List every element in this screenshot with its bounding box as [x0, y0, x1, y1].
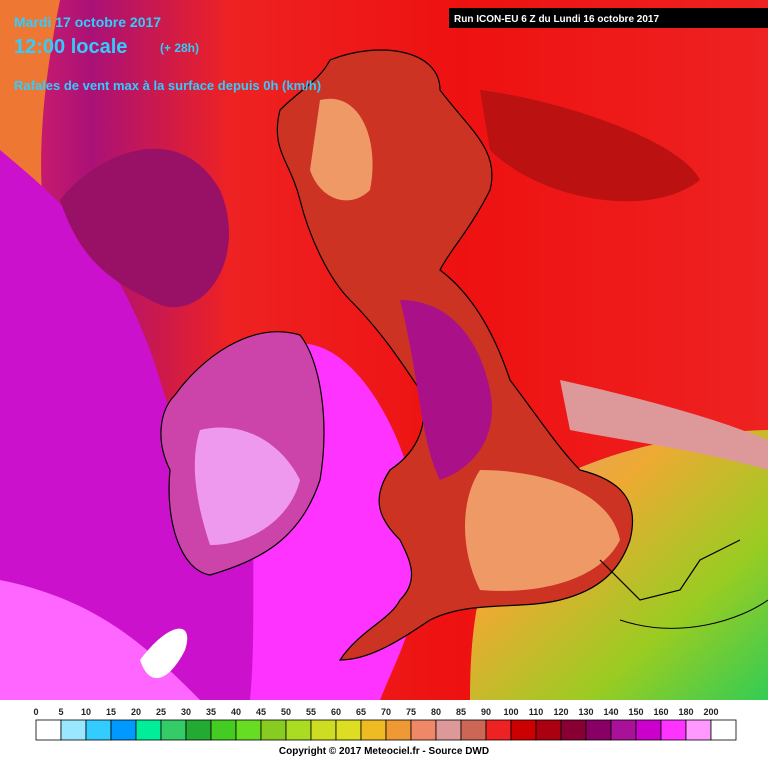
- run-info: Run ICON-EU 6 Z du Lundi 16 octobre 2017: [454, 14, 659, 25]
- legend-swatch: [635, 719, 662, 741]
- legend-swatch: [360, 719, 387, 741]
- field-purple: [60, 148, 230, 308]
- field-white: [140, 628, 188, 679]
- legend-label: 40: [231, 707, 241, 717]
- legend-swatch: [285, 719, 312, 741]
- legend-swatch: [335, 719, 362, 741]
- legend-swatch: [310, 719, 337, 741]
- britain-purple: [400, 300, 492, 480]
- legend-swatch: [185, 719, 212, 741]
- legend-label: 55: [306, 707, 316, 717]
- legend-swatch: [610, 719, 637, 741]
- legend-label: 65: [356, 707, 366, 717]
- field-salmon: [560, 380, 768, 470]
- legend-label: 130: [578, 707, 593, 717]
- legend-swatch: [60, 719, 87, 741]
- legend-swatch: [260, 719, 287, 741]
- legend-label: 45: [256, 707, 266, 717]
- run-box: [449, 8, 768, 28]
- legend-swatch: [685, 719, 712, 741]
- continent-border: [619, 599, 768, 629]
- legend-label: 80: [431, 707, 441, 717]
- legend-label: 85: [456, 707, 466, 717]
- legend-label: 70: [381, 707, 391, 717]
- legend-label: 75: [406, 707, 416, 717]
- copyright: Copyright © 2017 Meteociel.fr - Source D…: [279, 746, 489, 757]
- legend-label: 160: [653, 707, 668, 717]
- legend: 0 5 10 15 20 25 30 35 40 45 50 55 60 65 70 75 80 85 90 100 1…: [33, 707, 737, 741]
- legend-swatch: [585, 719, 612, 741]
- legend-swatch: [460, 719, 487, 741]
- legend-label: 60: [331, 707, 341, 717]
- legend-label: 10: [81, 707, 91, 717]
- legend-swatch: [110, 719, 137, 741]
- legend-swatch: [535, 719, 562, 741]
- date: Mardi 17 octobre 2017: [14, 14, 161, 30]
- legend-swatch: [560, 719, 587, 741]
- scotland-highlands: [310, 98, 373, 201]
- time: 12:00 locale: [14, 36, 127, 58]
- lead-time: (+ 28h): [160, 41, 199, 55]
- legend-label: 110: [529, 707, 544, 717]
- legend-label: 20: [131, 707, 141, 717]
- legend-label: 0: [33, 707, 38, 717]
- legend-swatch: [410, 719, 437, 741]
- legend-label: 35: [206, 707, 216, 717]
- legend-label: 200: [703, 707, 718, 717]
- legend-label: 50: [281, 707, 291, 717]
- legend-swatch: [660, 719, 687, 741]
- legend-swatch: [85, 719, 112, 741]
- legend-label: 120: [553, 707, 568, 717]
- legend-swatch: [35, 719, 62, 741]
- legend-swatch: [435, 719, 462, 741]
- legend-label: 90: [481, 707, 491, 717]
- legend-swatch: [235, 719, 262, 741]
- legend-label: 5: [58, 707, 63, 717]
- continent-coast: [599, 539, 741, 601]
- britain-southeast: [465, 470, 620, 591]
- legend-label: 25: [156, 707, 166, 717]
- ireland-inland: [194, 427, 300, 545]
- legend-label: 30: [181, 707, 191, 717]
- legend-label: 140: [603, 707, 618, 717]
- field-darkred: [480, 90, 700, 202]
- legend-swatch: [210, 719, 237, 741]
- legend-swatch: [135, 719, 162, 741]
- legend-swatch: [160, 719, 187, 741]
- legend-label: 150: [628, 707, 643, 717]
- legend-label: 100: [503, 707, 518, 717]
- legend-swatch: [485, 719, 512, 741]
- legend-swatch: [510, 719, 537, 741]
- field-magenta: [0, 150, 360, 700]
- legend-label: 180: [678, 707, 693, 717]
- legend-label: 15: [106, 707, 116, 717]
- legend-swatch: [710, 719, 737, 741]
- legend-swatch: [385, 719, 412, 741]
- subtitle: Rafales de vent max à la surface depuis …: [14, 78, 321, 93]
